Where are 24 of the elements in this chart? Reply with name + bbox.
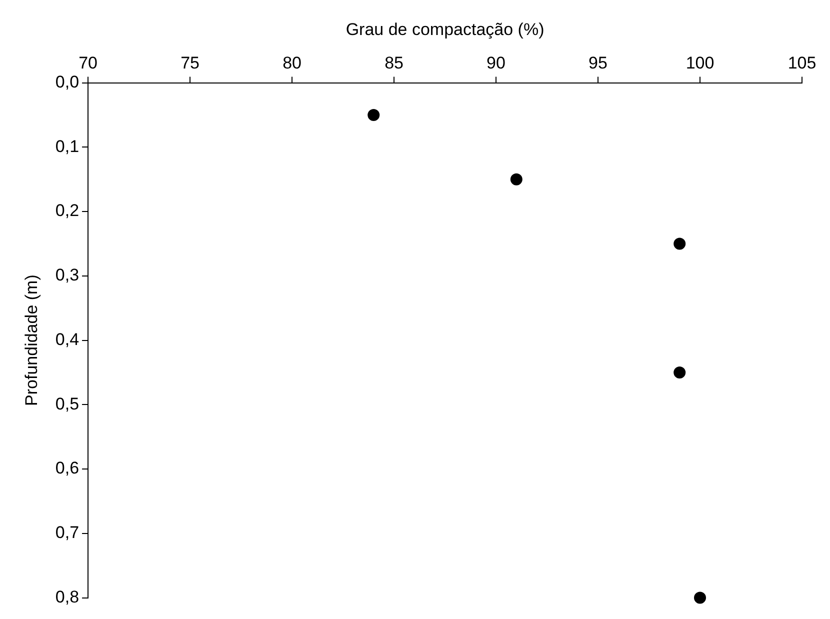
x-tick-label: 100 [686, 53, 714, 72]
x-tick-label: 95 [588, 53, 608, 72]
y-tick-label: 0,1 [55, 136, 80, 156]
y-axis-title: Profundidade (m) [22, 274, 41, 406]
point [368, 108, 380, 121]
y-tick-label: 0,0 [55, 72, 80, 92]
y-tick-label: 0,8 [55, 587, 80, 606]
y-tick-label: 0,4 [55, 330, 80, 349]
point [674, 366, 686, 378]
x-tick-label: 85 [384, 53, 404, 72]
x-tick-label: 80 [282, 53, 302, 72]
point [510, 173, 522, 186]
y-tick-label: 0,6 [55, 458, 80, 478]
point [674, 238, 686, 250]
point [694, 592, 706, 604]
y-tick-label: 0,5 [55, 394, 80, 414]
x-tick-label: 90 [486, 53, 506, 72]
x-tick-label: 75 [180, 53, 200, 72]
x-tick-label: 70 [78, 53, 98, 72]
x-tick-label: 105 [788, 53, 816, 72]
x-axis-title: Grau de compactação (%) [346, 20, 544, 39]
y-tick-label: 0,2 [55, 201, 80, 220]
y-tick-label: 0,7 [55, 523, 80, 542]
y-tick-label: 0,3 [55, 266, 80, 285]
